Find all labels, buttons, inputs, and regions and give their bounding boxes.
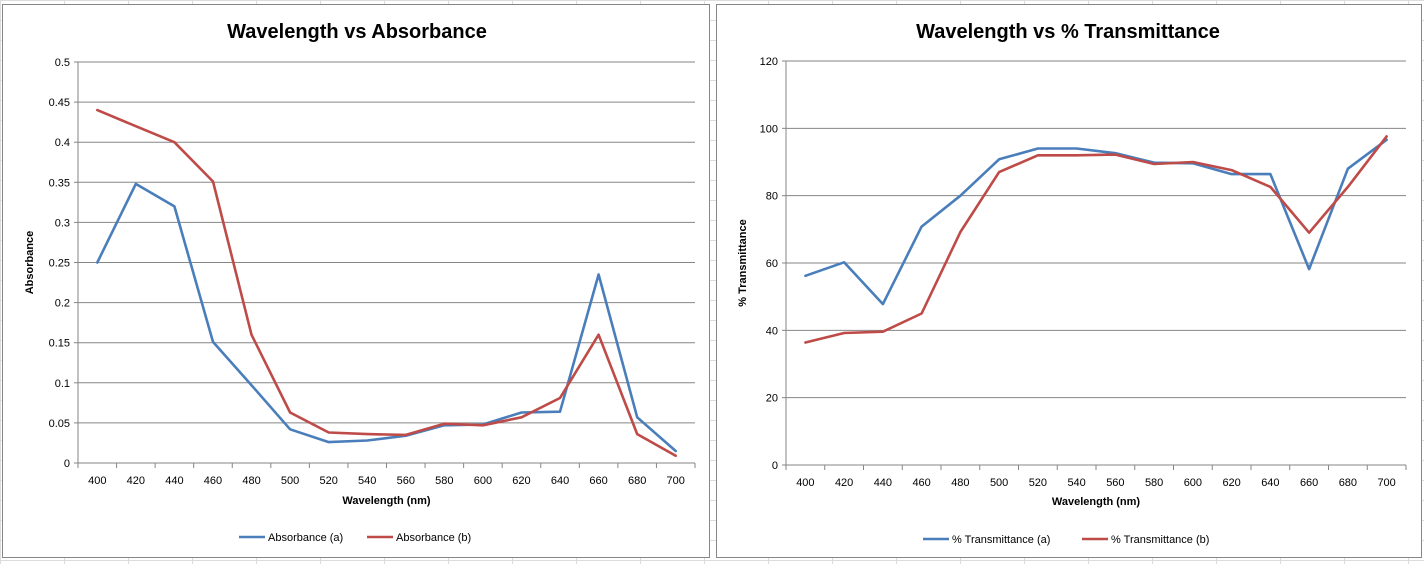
absorbance-y-tick-label: 0.05 (49, 418, 70, 430)
transmittance-x-tick-label: 580 (1145, 477, 1163, 489)
absorbance-x-tick-label: 440 (165, 475, 183, 487)
transmittance-x-tick-label: 520 (1029, 477, 1047, 489)
transmittance-chart-svg: Wavelength vs % Transmittance 0 20 40 60 80 10… (737, 21, 1407, 546)
absorbance-chart-svg: Wavelength vs Absorbance 0 0.05 0.1 0.15 0.2 0… (24, 21, 696, 544)
absorbance-x-tick-label: 600 (474, 475, 492, 487)
transmittance-legend-label-1: % Transmittance (a) (952, 534, 1050, 546)
absorbance-y-tick-label: 0.1 (55, 378, 70, 390)
absorbance-x-tick-label: 680 (628, 475, 646, 487)
transmittance-chart[interactable]: Wavelength vs % Transmittance 0 20 40 60 80 10… (716, 4, 1422, 558)
transmittance-x-tick-label: 440 (874, 477, 892, 489)
transmittance-series-line-2 (804, 135, 1388, 344)
absorbance-series-line-2 (96, 108, 678, 458)
transmittance-x-tick-label: 660 (1300, 477, 1318, 489)
transmittance-y-tick-label: 0 (772, 460, 778, 472)
transmittance-y-tick-label: 20 (766, 393, 778, 405)
transmittance-x-tick-label: 540 (1067, 477, 1085, 489)
transmittance-chart-title: Wavelength vs % Transmittance (916, 21, 1220, 43)
absorbance-x-tick-label: 420 (127, 475, 145, 487)
transmittance-y-tick-label: 120 (760, 56, 778, 68)
absorbance-x-tick-label: 500 (281, 475, 299, 487)
transmittance-x-tick-label: 400 (796, 477, 814, 489)
absorbance-y-tick-label: 0.4 (55, 137, 70, 149)
transmittance-y-tick-label: 100 (760, 123, 778, 135)
absorbance-y-axis-title: Absorbance (24, 231, 36, 295)
transmittance-x-tick-label: 480 (951, 477, 969, 489)
transmittance-x-tick-label: 700 (1377, 477, 1395, 489)
absorbance-x-tick-label: 400 (88, 475, 106, 487)
absorbance-y-tick-label: 0.3 (55, 217, 70, 229)
transmittance-x-tick-label: 680 (1339, 477, 1357, 489)
transmittance-x-tick-label: 620 (1222, 477, 1240, 489)
transmittance-legend-label-2: % Transmittance (b) (1111, 534, 1209, 546)
absorbance-y-tick-label: 0.15 (49, 338, 70, 350)
transmittance-x-axis-title: Wavelength (nm) (1052, 496, 1141, 508)
transmittance-y-tick-label: 80 (766, 191, 778, 203)
absorbance-series-line-1 (96, 182, 678, 453)
absorbance-x-tick-label: 520 (319, 475, 337, 487)
transmittance-y-tick-label: 40 (766, 325, 778, 337)
transmittance-y-tick-label: 60 (766, 258, 778, 270)
absorbance-x-tick-label: 700 (667, 475, 685, 487)
transmittance-x-tick-label: 460 (912, 477, 930, 489)
absorbance-x-tick-label: 560 (397, 475, 415, 487)
absorbance-chart[interactable]: Wavelength vs Absorbance 0 0.05 0.1 0.15 0.2 0… (2, 4, 710, 558)
absorbance-x-tick-label: 480 (242, 475, 260, 487)
absorbance-x-tick-label: 460 (204, 475, 222, 487)
transmittance-series-line-1 (804, 138, 1388, 306)
transmittance-x-tick-label: 420 (835, 477, 853, 489)
transmittance-x-tick-label: 640 (1261, 477, 1279, 489)
absorbance-x-tick-label: 580 (435, 475, 453, 487)
absorbance-x-tick-label: 660 (589, 475, 607, 487)
absorbance-x-tick-label: 620 (512, 475, 530, 487)
transmittance-y-axis-title: % Transmittance (737, 219, 749, 306)
absorbance-x-tick-label: 540 (358, 475, 376, 487)
transmittance-x-tick-label: 560 (1106, 477, 1124, 489)
absorbance-x-axis-title: Wavelength (nm) (342, 495, 431, 507)
absorbance-legend-label-2: Absorbance (b) (396, 532, 471, 544)
transmittance-x-tick-label: 500 (990, 477, 1008, 489)
absorbance-y-tick-label: 0.45 (49, 97, 70, 109)
absorbance-y-tick-label: 0.35 (49, 177, 70, 189)
absorbance-chart-title: Wavelength vs Absorbance (227, 21, 487, 43)
transmittance-x-tick-label: 600 (1184, 477, 1202, 489)
absorbance-legend-label-1: Absorbance (a) (268, 532, 343, 544)
absorbance-y-tick-label: 0 (64, 458, 70, 470)
absorbance-y-tick-label: 0.2 (55, 298, 70, 310)
absorbance-y-tick-label: 0.25 (49, 258, 70, 270)
absorbance-x-tick-label: 640 (551, 475, 569, 487)
absorbance-y-tick-label: 0.5 (55, 57, 70, 69)
